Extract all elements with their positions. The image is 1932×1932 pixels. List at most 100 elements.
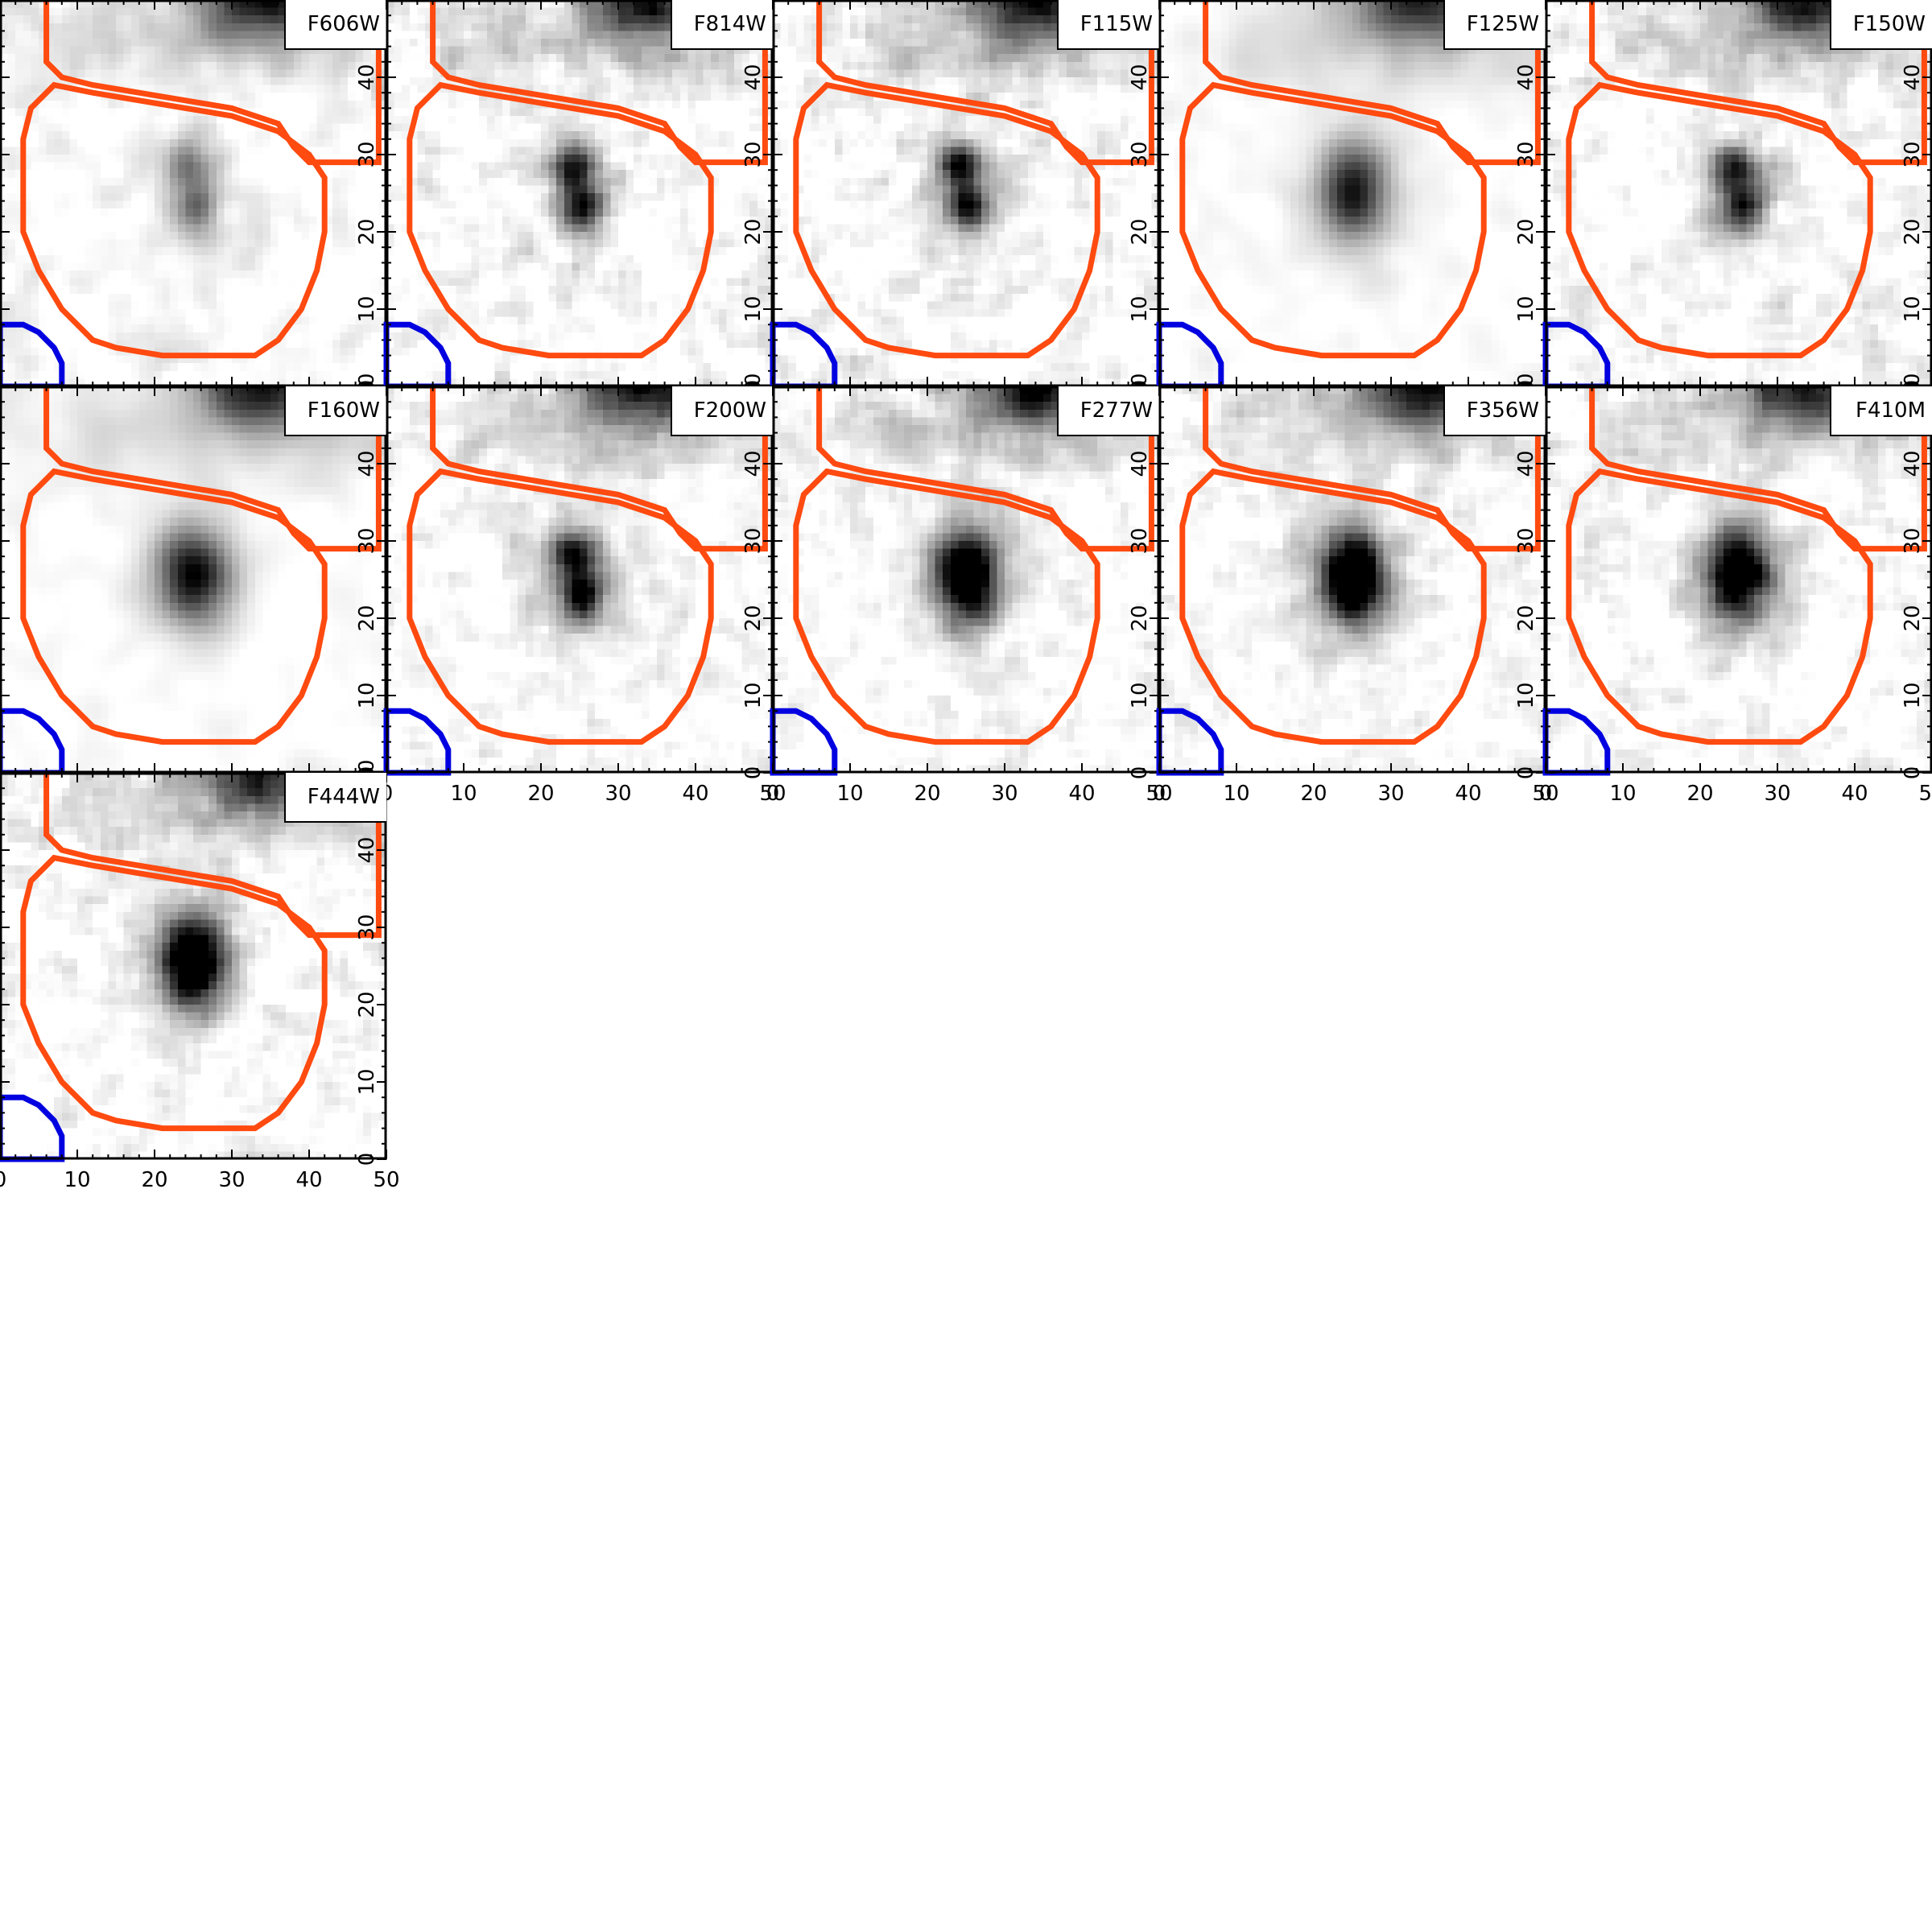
y-tick-label: 20 (1514, 218, 1538, 245)
panel-frame (772, 0, 1160, 387)
cutout-panel-f200w: 0102030405001020304050F200W (380, 373, 786, 806)
filter-label: F277W (1057, 386, 1159, 436)
x-tick-label: 30 (1764, 782, 1790, 806)
cutout-panel-f444w: 0102030405001020304050F444W (0, 759, 400, 1192)
y-tick-label: 20 (741, 605, 766, 631)
segmentation-contour-neighbour (1203, 386, 1541, 552)
cutout-panel-f356w: 0102030405001020304050F356W (1153, 373, 1559, 806)
cutout-pixels (386, 386, 773, 773)
cutout-panel-f115w: 01020304050F115W (770, 0, 1160, 393)
y-tick-label: 40 (1128, 64, 1152, 90)
filter-label: F814W (671, 0, 773, 50)
cutout-image-f410m: 0102030405001020304050 (1539, 373, 1932, 806)
cutout-pixels (0, 0, 386, 386)
y-tick-label: 20 (355, 991, 379, 1018)
x-tick-label: 20 (1686, 782, 1713, 806)
filter-label: F410M (1830, 386, 1932, 436)
x-tick-label: 20 (527, 782, 554, 806)
x-tick-label: 50 (1532, 782, 1558, 806)
y-tick-label: 10 (741, 682, 766, 708)
filter-label: F200W (671, 386, 773, 436)
y-tick-label: 40 (1901, 64, 1925, 90)
y-tick-label: 20 (1901, 605, 1925, 631)
x-tick-label: 20 (1300, 782, 1327, 806)
y-tick-label: 30 (1128, 141, 1152, 167)
filter-label: F356W (1443, 386, 1546, 436)
cutout-panel-f277w: 0102030405001020304050F277W (766, 373, 1173, 806)
y-tick-label: 20 (355, 605, 379, 631)
x-tick-label: 50 (1918, 782, 1932, 806)
y-tick-label: 10 (1128, 295, 1152, 322)
x-tick-label: 0 (1539, 782, 1553, 806)
cutout-pixels (386, 0, 773, 386)
x-tick-label: 40 (1841, 782, 1868, 806)
segmentation-contour-target (1179, 468, 1487, 745)
x-tick-label: 0 (0, 1168, 6, 1192)
segmentation-contour-neighbour (43, 386, 382, 552)
y-tick-label: 40 (741, 64, 766, 90)
filter-label: F444W (284, 773, 386, 823)
cutout-panel-f160w: 01020304050F160W (0, 373, 387, 779)
segmentation-contour-neighbour (430, 386, 768, 552)
cutout-pixels (0, 386, 386, 773)
y-tick-label: 30 (1514, 141, 1538, 167)
y-tick-label: 40 (741, 450, 766, 477)
y-tick-label: 20 (1901, 218, 1925, 245)
y-tick-label: 20 (741, 218, 766, 245)
y-tick-label: 20 (1128, 605, 1152, 631)
panel-frame (0, 772, 387, 1160)
panel-frame (386, 0, 774, 387)
panel-frame (1545, 0, 1932, 387)
y-tick-label: 10 (355, 682, 379, 708)
y-tick-label: 10 (1514, 295, 1538, 322)
segmentation-contour-neighbour (43, 0, 382, 166)
cutout-pixels (773, 0, 1159, 386)
segmentation-contour-target (1566, 468, 1873, 745)
x-tick-label: 40 (1455, 782, 1481, 806)
y-tick-label: 30 (741, 141, 766, 167)
segmentation-contour-neighbour (1203, 0, 1541, 166)
cutout-panel-f410m: 0102030405001020304050F410M (1539, 373, 1932, 806)
cutout-pixels (1546, 0, 1932, 386)
segmentation-contour-neighbour (1589, 0, 1927, 166)
x-tick-label: 10 (1223, 782, 1249, 806)
cutout-image-f356w: 0102030405001020304050 (1153, 373, 1559, 806)
panel-frame (1158, 0, 1546, 387)
x-tick-label: 40 (682, 782, 708, 806)
y-tick-label: 0 (741, 766, 766, 780)
filter-label: F160W (284, 386, 386, 436)
y-tick-label: 30 (741, 527, 766, 554)
y-tick-label: 20 (1128, 218, 1152, 245)
panel-frame (772, 386, 1160, 774)
segmentation-contour-target (407, 468, 714, 745)
x-tick-label: 30 (605, 782, 631, 806)
x-tick-label: 50 (1146, 782, 1172, 806)
y-tick-label: 10 (355, 1068, 379, 1095)
segmentation-contour-neighbour (816, 386, 1154, 552)
cutout-panel-f150w: 01020304050F150W (1542, 0, 1932, 393)
filter-label: F125W (1443, 0, 1546, 50)
cutout-image-f200w: 0102030405001020304050 (380, 373, 786, 806)
y-tick-label: 0 (1901, 766, 1925, 780)
y-tick-label: 10 (1901, 295, 1925, 322)
y-tick-label: 30 (1128, 527, 1152, 554)
x-tick-label: 10 (450, 782, 477, 806)
filter-label: F150W (1830, 0, 1932, 50)
panel-frame (386, 386, 774, 774)
x-tick-label: 30 (1377, 782, 1404, 806)
cutout-pixels (1546, 386, 1932, 773)
y-tick-label: 0 (355, 1153, 379, 1166)
segmentation-contour-target (20, 468, 328, 745)
panel-frame (0, 386, 387, 774)
y-tick-label: 30 (1901, 527, 1925, 554)
y-tick-label: 40 (1514, 64, 1538, 90)
cutout-image-f277w: 0102030405001020304050 (766, 373, 1173, 806)
y-tick-label: 40 (1514, 450, 1538, 477)
segmentation-contour-target (793, 468, 1100, 745)
cutout-pixels (773, 386, 1159, 773)
segmentation-contour-neighbour (43, 773, 382, 939)
